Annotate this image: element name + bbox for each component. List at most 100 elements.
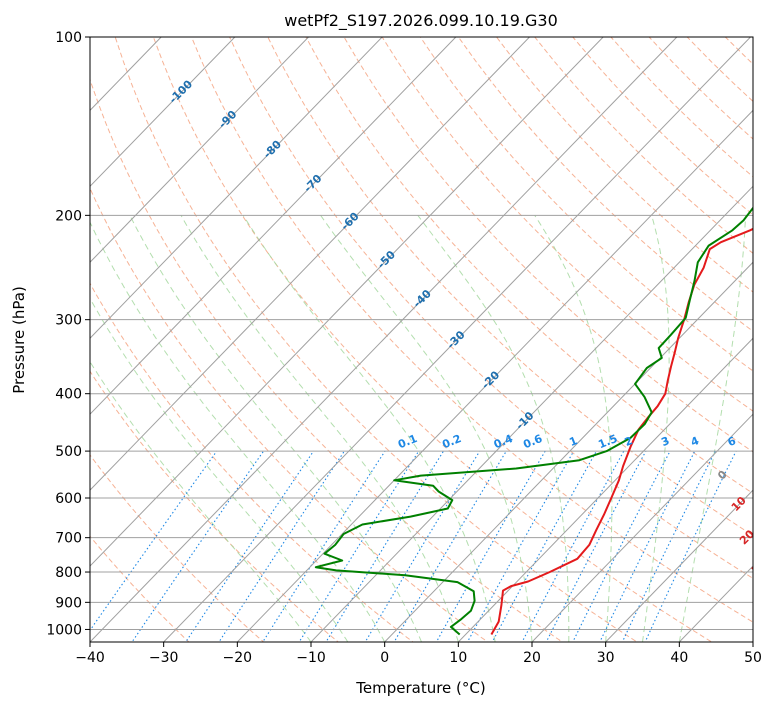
mixing-ratio-label: 6	[726, 434, 738, 449]
moist-adiabat-line	[129, 215, 422, 642]
x-tick-label: 50	[744, 650, 762, 666]
wetbulb-label: 30	[749, 557, 769, 577]
dry-adiabat-line	[343, 37, 753, 453]
isotherm-line	[310, 185, 753, 642]
mixing-ratio-line	[491, 450, 597, 642]
mixing-ratio-line	[435, 450, 546, 642]
x-tick-label: 30	[597, 650, 615, 666]
dry-adiabat-line	[305, 37, 753, 494]
wetbulb-label: 0	[715, 468, 730, 483]
isotherm-line	[90, 37, 236, 188]
sounding-profiles	[314, 206, 753, 636]
dry-adiabat-line	[495, 37, 753, 293]
temperature-profile-line	[490, 227, 753, 635]
moist-adiabat-line	[90, 360, 312, 642]
dry-adiabat-line	[572, 37, 753, 216]
y-axis-ticks: 100 200 300 400 500 600 700 800 900 1000	[46, 30, 90, 638]
y-tick-label: 900	[55, 595, 82, 611]
mixing-ratio-label: 3	[659, 434, 671, 449]
x-axis-ticks: −40 −30 −20 −10 0 10 20 30 40 50	[75, 642, 762, 666]
isotherm-line	[90, 37, 457, 415]
skewed-isotherms	[90, 37, 753, 642]
isotherm-line	[531, 413, 753, 642]
mixing-ratio-line	[325, 450, 444, 642]
y-tick-label: 1000	[46, 622, 82, 638]
dry-adiabat-line	[90, 282, 414, 642]
dry-adiabats	[90, 10, 775, 654]
dry-adiabat-line	[152, 37, 713, 642]
mixing-ratio-label: 2	[623, 434, 635, 449]
plot-frame	[89, 36, 754, 643]
moist-adiabats	[90, 215, 746, 642]
x-tick-label: −20	[223, 650, 253, 666]
mixing-ratio-label: 8	[755, 434, 767, 449]
isotherm-line	[163, 37, 751, 642]
mixing-ratio-line	[599, 450, 696, 642]
dry-adiabat-line	[229, 37, 753, 579]
dry-adiabat-line	[90, 370, 340, 642]
isotherm-line	[752, 641, 753, 642]
x-tick-label: 40	[670, 650, 688, 666]
y-tick-label: 100	[55, 30, 82, 46]
isotherm-line	[90, 37, 678, 642]
dry-adiabat-line	[736, 10, 775, 654]
y-tick-label: 600	[55, 491, 82, 507]
dry-adiabat-line	[90, 77, 564, 642]
mixing-ratio-label: 0.1	[396, 432, 419, 451]
dry-adiabat-line	[610, 37, 753, 178]
x-axis-label: Temperature (°C)	[355, 679, 485, 697]
isotherm-line	[384, 261, 753, 642]
isopleth-labels: -100-90-80-70-60-50-40-30-20-100.1 0.2 0.4…	[167, 77, 775, 603]
dry-adiabat-line	[534, 37, 753, 254]
x-tick-label: 20	[523, 650, 541, 666]
moist-adiabat-line	[417, 215, 570, 642]
chart-title: wetPf2_S197.2026.099.10.19.G30	[284, 11, 558, 31]
dry-adiabat-line	[724, 37, 753, 65]
x-tick-label: −40	[75, 650, 105, 666]
y-tick-label: 800	[55, 565, 82, 581]
y-tick-label: 200	[55, 208, 82, 224]
mixing-ratio-label: 4	[689, 434, 701, 449]
dry-adiabat-line	[381, 37, 753, 412]
dewpoint-profile-line	[314, 206, 753, 636]
y-tick-label: 300	[55, 313, 82, 329]
mixing-ratio-label: 1.5	[596, 432, 619, 451]
isotherm-line	[90, 37, 383, 339]
mixing-ratio-label: 0.6	[521, 432, 544, 451]
mixing-ratio-line	[466, 450, 575, 642]
dry-adiabat-line	[114, 37, 638, 642]
dry-adiabat-line	[419, 37, 753, 372]
dry-adiabat-line	[190, 37, 753, 623]
wetbulb-label: 40	[767, 583, 775, 603]
moist-adiabat-line	[642, 215, 670, 642]
dry-adiabat-line	[90, 187, 489, 642]
isotherm-line	[605, 489, 753, 642]
y-tick-label: 700	[55, 531, 82, 547]
mixing-ratio-label: 1	[567, 434, 579, 449]
x-tick-label: −10	[296, 650, 326, 666]
moist-adiabat-line	[90, 221, 386, 642]
x-tick-label: 10	[449, 650, 467, 666]
y-axis-label: Pressure (hPa)	[10, 286, 28, 394]
mixing-ratio-line	[521, 450, 625, 642]
isotherm-line	[457, 337, 753, 642]
x-tick-label: 0	[380, 650, 389, 666]
dry-adiabat-line	[267, 37, 753, 537]
dry-adiabat-line	[90, 454, 265, 642]
plot-area: -100-90-80-70-60-50-40-30-20-100.1 0.2 0.4…	[90, 10, 775, 654]
moist-adiabat-line	[678, 215, 746, 642]
mixing-ratio-line	[621, 450, 716, 642]
isotherm-line	[90, 37, 309, 263]
isotherm-line	[90, 37, 604, 567]
moist-adiabat-line	[180, 215, 459, 642]
y-tick-label: 500	[55, 444, 82, 460]
moist-adiabat-line	[534, 215, 613, 642]
y-tick-label: 400	[55, 387, 82, 403]
dry-adiabat-line	[457, 37, 753, 332]
mixing-ratio-label: 0.2	[440, 432, 463, 451]
isotherm-line	[90, 37, 530, 491]
moist-adiabat-line	[320, 215, 533, 642]
x-tick-label: −30	[149, 650, 179, 666]
pressure-gridlines	[90, 37, 753, 630]
